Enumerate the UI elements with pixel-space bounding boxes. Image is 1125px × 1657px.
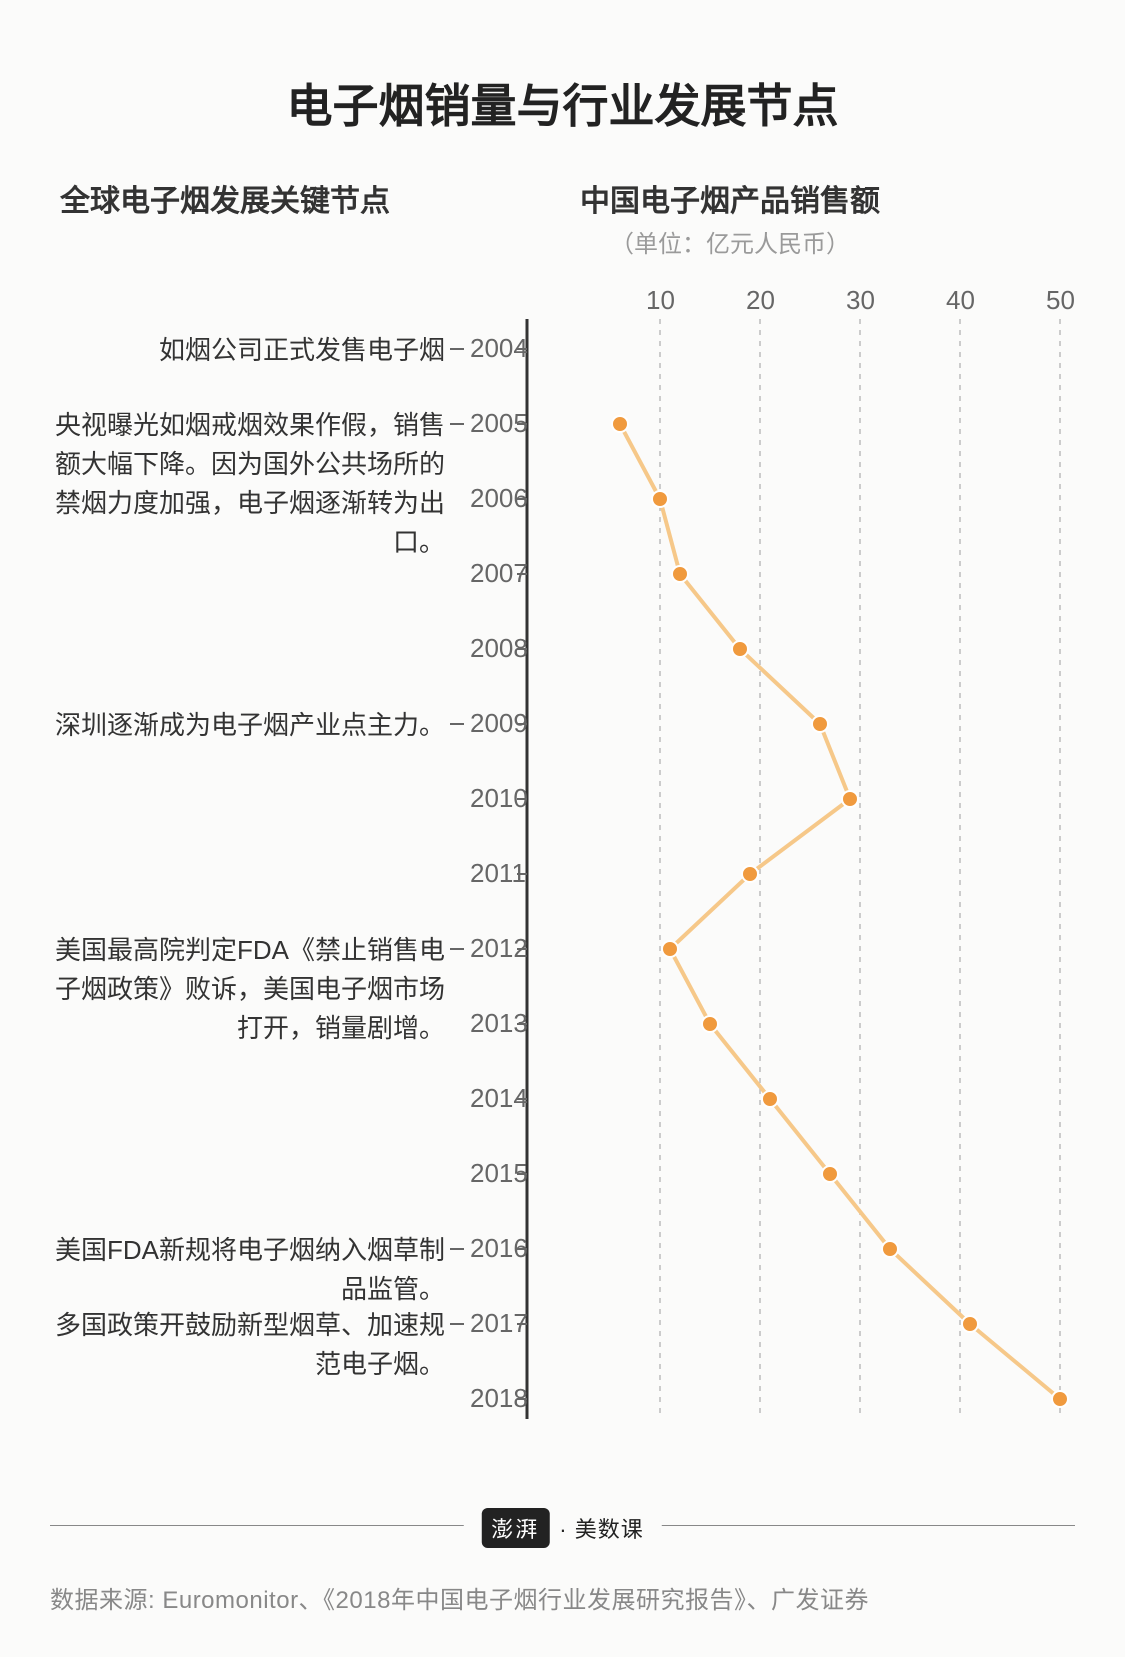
event-text: 如烟公司正式发售电子烟 <box>35 331 445 370</box>
event-text: 美国FDA新规将电子烟纳入烟草制品监管。 <box>35 1231 445 1309</box>
event-text: 多国政策开鼓励新型烟草、加速规范电子烟。 <box>35 1306 445 1384</box>
year-label: 2006 <box>470 483 528 514</box>
x-tick-label: 30 <box>846 285 875 316</box>
columns-header: 全球电子烟发展关键节点 中国电子烟产品销售额 （单位：亿元人民币） <box>50 176 1075 259</box>
data-source: 数据来源: Euromonitor、《2018年中国电子烟行业发展研究报告》、广… <box>50 1580 869 1615</box>
year-label: 2005 <box>470 408 528 439</box>
left-column-header: 全球电子烟发展关键节点 <box>50 176 530 259</box>
x-tick-label: 40 <box>946 285 975 316</box>
year-label: 2009 <box>470 708 528 739</box>
year-label: 2014 <box>470 1083 528 1114</box>
unit-label: （单位：亿元人民币） <box>580 224 1075 259</box>
year-label: 2011 <box>470 858 526 889</box>
year-label: 2015 <box>470 1158 528 1189</box>
timeline-chart: 10 20 30 40 50 2004 2005 2006 2007 2008 2009 2010 20… <box>50 279 1075 1459</box>
year-label: 2008 <box>470 633 528 664</box>
brand-badge: 澎湃 <box>481 1508 549 1548</box>
x-tick-label: 10 <box>646 285 675 316</box>
year-label: 2012 <box>470 933 528 964</box>
x-tick-label: 50 <box>1046 285 1075 316</box>
event-text: 央视曝光如烟戒烟效果作假，销售额大幅下降。因为国外公共场所的禁烟力度加强，电子烟… <box>35 406 445 562</box>
event-text: 深圳逐渐成为电子烟产业点主力。 <box>35 706 445 745</box>
year-label: 2016 <box>470 1233 528 1264</box>
right-column-header: 中国电子烟产品销售额 <box>580 176 1075 220</box>
brand-pill: 澎湃 · 美数课 <box>463 1508 661 1548</box>
event-text: 美国最高院判定FDA《禁止销售电子烟政策》败诉，美国电子烟市场打开，销量剧增。 <box>35 931 445 1048</box>
year-label: 2013 <box>470 1008 528 1039</box>
brand-sub: · 美数课 <box>559 1512 643 1544</box>
year-label: 2017 <box>470 1308 528 1339</box>
main-title: 电子烟销量与行业发展节点 <box>50 70 1075 136</box>
x-tick-label: 20 <box>746 285 775 316</box>
year-label: 2007 <box>470 558 528 589</box>
year-label: 2018 <box>470 1383 528 1414</box>
year-label: 2010 <box>470 783 528 814</box>
year-label: 2004 <box>470 333 528 364</box>
